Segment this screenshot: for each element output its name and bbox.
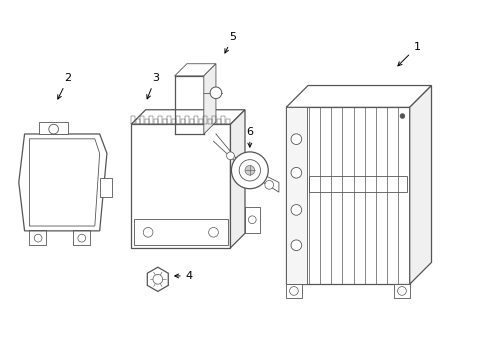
Polygon shape	[19, 134, 107, 231]
Circle shape	[290, 287, 298, 295]
Polygon shape	[286, 284, 302, 298]
Bar	[286, 107, 307, 284]
Polygon shape	[131, 110, 245, 124]
Bar	[190, 120, 194, 124]
Bar	[172, 120, 175, 124]
Circle shape	[34, 234, 42, 242]
Bar	[131, 124, 230, 248]
Circle shape	[226, 152, 234, 159]
Circle shape	[143, 228, 153, 237]
Bar	[221, 116, 225, 124]
Circle shape	[239, 159, 261, 181]
Bar	[158, 116, 162, 124]
Circle shape	[400, 114, 405, 118]
Polygon shape	[175, 64, 216, 76]
Polygon shape	[230, 110, 245, 248]
Bar	[145, 120, 148, 124]
Text: 5: 5	[225, 32, 236, 53]
Bar	[199, 120, 203, 124]
Circle shape	[231, 152, 268, 189]
Bar	[309, 176, 407, 192]
Circle shape	[78, 234, 86, 242]
Circle shape	[291, 167, 302, 178]
Text: 6: 6	[246, 127, 253, 147]
Bar	[181, 120, 185, 124]
Polygon shape	[39, 122, 68, 134]
Circle shape	[209, 228, 219, 237]
Circle shape	[291, 204, 302, 215]
Bar	[208, 120, 212, 124]
Bar	[286, 107, 410, 284]
Circle shape	[49, 124, 58, 134]
Circle shape	[397, 287, 406, 295]
Text: 4: 4	[175, 271, 193, 281]
Circle shape	[245, 166, 255, 175]
Bar	[217, 120, 221, 124]
Circle shape	[291, 134, 302, 144]
Bar	[176, 116, 180, 124]
Circle shape	[153, 274, 163, 284]
Bar	[167, 116, 171, 124]
Bar	[29, 230, 47, 246]
Bar	[245, 207, 260, 233]
Bar	[134, 219, 228, 246]
Bar	[226, 120, 230, 124]
Text: 2: 2	[58, 73, 72, 99]
Bar	[203, 116, 207, 124]
Text: 1: 1	[398, 42, 420, 66]
Bar	[195, 116, 198, 124]
Circle shape	[210, 87, 222, 99]
Bar	[140, 116, 144, 124]
Circle shape	[291, 240, 302, 251]
Bar	[73, 230, 90, 246]
Text: 3: 3	[147, 73, 159, 99]
Polygon shape	[204, 64, 216, 134]
Circle shape	[265, 180, 273, 189]
Bar	[163, 120, 167, 124]
Polygon shape	[410, 86, 432, 284]
Bar	[136, 120, 140, 124]
Bar	[149, 116, 153, 124]
Bar	[212, 116, 216, 124]
Bar	[131, 116, 135, 124]
Bar	[185, 116, 189, 124]
Bar	[154, 120, 158, 124]
Polygon shape	[286, 86, 432, 107]
Circle shape	[248, 216, 256, 224]
Polygon shape	[394, 284, 410, 298]
Polygon shape	[147, 267, 168, 292]
Polygon shape	[99, 177, 112, 197]
